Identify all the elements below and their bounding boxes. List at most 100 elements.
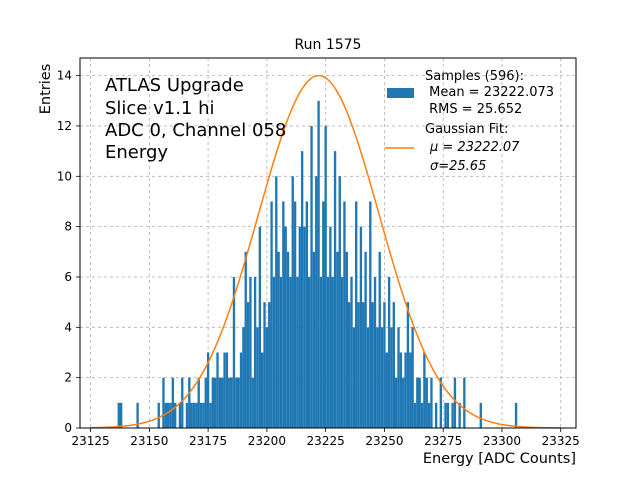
histogram-bar xyxy=(451,402,454,428)
histogram-bar xyxy=(364,251,367,428)
y-tick-label: 10 xyxy=(57,169,72,183)
histogram-bar xyxy=(416,377,419,428)
histogram-bar xyxy=(326,276,330,428)
histogram-bar xyxy=(213,377,217,428)
histogram-bar xyxy=(206,352,210,428)
y-tick-label: 0 xyxy=(64,421,72,435)
histogram-bar xyxy=(190,402,193,428)
histogram-bar xyxy=(202,402,205,428)
legend-samples-text: Samples (596): xyxy=(425,69,524,84)
histogram-bar xyxy=(406,302,410,428)
histogram-bar xyxy=(162,377,165,428)
histogram-bar xyxy=(244,251,247,428)
legend-fit-text: Gaussian Fit: xyxy=(425,122,508,137)
legend-fit-text: μ = 23222.07 xyxy=(429,140,520,155)
histogram-bar xyxy=(265,327,269,428)
histogram-bars xyxy=(117,100,518,429)
histogram-bar xyxy=(230,377,233,428)
histogram-bar xyxy=(338,176,341,428)
histogram-bar xyxy=(197,377,200,428)
histogram-bar xyxy=(345,251,348,428)
histogram-bar xyxy=(253,276,257,428)
histogram-bar xyxy=(390,327,393,428)
histogram-bar xyxy=(413,402,417,428)
histogram-bar xyxy=(453,377,457,428)
y-tick-label: 4 xyxy=(64,320,72,334)
x-tick-label: 23150 xyxy=(130,434,168,448)
histogram-bar xyxy=(275,176,278,428)
histogram-bar xyxy=(181,377,184,428)
histogram-bar xyxy=(331,276,334,428)
histogram-bar xyxy=(420,402,424,428)
histogram-bar xyxy=(371,302,374,428)
histogram-bar xyxy=(399,352,403,428)
histogram-bar xyxy=(425,377,428,428)
histogram-bar xyxy=(279,276,283,428)
histogram-bar xyxy=(357,302,360,428)
histogram-bar xyxy=(340,276,344,428)
histogram-bar xyxy=(289,276,292,428)
y-axis-label: Entries xyxy=(38,64,54,115)
histogram-bar xyxy=(380,327,384,428)
histogram-bar xyxy=(514,402,518,428)
histogram-bar xyxy=(402,377,405,428)
histogram-bar xyxy=(235,377,238,428)
histogram-bar xyxy=(157,402,160,428)
histogram-bar xyxy=(369,201,372,428)
histogram-bar xyxy=(246,302,250,428)
histogram-bar xyxy=(221,377,224,428)
histogram-bar xyxy=(458,402,461,428)
histogram-bar xyxy=(223,352,226,428)
histogram-bar xyxy=(291,176,294,428)
histogram-bar xyxy=(409,352,412,428)
histogram-bar xyxy=(376,327,379,428)
histogram-bar xyxy=(373,276,377,428)
histogram-bar xyxy=(418,377,421,428)
histogram-bar xyxy=(228,377,231,428)
fit-layer xyxy=(90,74,561,429)
histogram-bar xyxy=(444,402,447,428)
histogram-bar xyxy=(324,125,327,429)
histogram-bar xyxy=(261,352,264,428)
histogram-bar xyxy=(251,377,254,428)
histogram-bar xyxy=(383,302,386,428)
histogram-bar xyxy=(411,327,414,428)
histogram-bar xyxy=(463,377,466,428)
histogram-bar xyxy=(218,377,222,428)
x-tick-label: 23250 xyxy=(365,434,403,448)
histogram-bar xyxy=(333,151,337,428)
histogram-bar xyxy=(439,377,443,428)
histogram-bar xyxy=(195,402,198,428)
histogram-bar xyxy=(185,402,189,428)
legend-samples-text: Mean = 23222.073 xyxy=(425,85,554,100)
histogram-bar xyxy=(282,201,285,428)
histogram-bar xyxy=(204,377,207,428)
histogram-bar xyxy=(312,251,316,428)
histogram-bar xyxy=(166,402,170,428)
x-tick-label: 23200 xyxy=(248,434,286,448)
histogram-bar xyxy=(397,327,400,428)
plot-frame xyxy=(79,57,577,429)
histogram-bar xyxy=(178,402,182,428)
histogram-bar xyxy=(293,201,297,428)
annotation-block: ATLAS Upgrade Slice v1.1 hi ADC 0, Chann… xyxy=(105,75,286,163)
histogram-bar xyxy=(350,276,353,428)
histogram-bar xyxy=(317,100,320,428)
x-axis-label: Energy [ADC Counts] xyxy=(423,451,576,467)
histogram-bar xyxy=(423,352,426,428)
histogram-bar xyxy=(355,201,358,428)
histogram-bar xyxy=(249,276,252,428)
y-tick-label: 14 xyxy=(57,69,72,83)
histogram-bar xyxy=(362,302,365,428)
histogram-bar xyxy=(430,377,433,428)
histogram-bar xyxy=(308,276,311,428)
histogram-bar xyxy=(385,352,388,428)
histogram-bar xyxy=(174,402,177,428)
histogram-bar xyxy=(270,201,273,428)
annotation-line: Energy xyxy=(105,142,168,163)
histogram-bar xyxy=(258,226,262,428)
histogram-bar xyxy=(446,402,450,428)
histogram-bar xyxy=(296,276,299,428)
histogram-bar xyxy=(277,251,280,428)
